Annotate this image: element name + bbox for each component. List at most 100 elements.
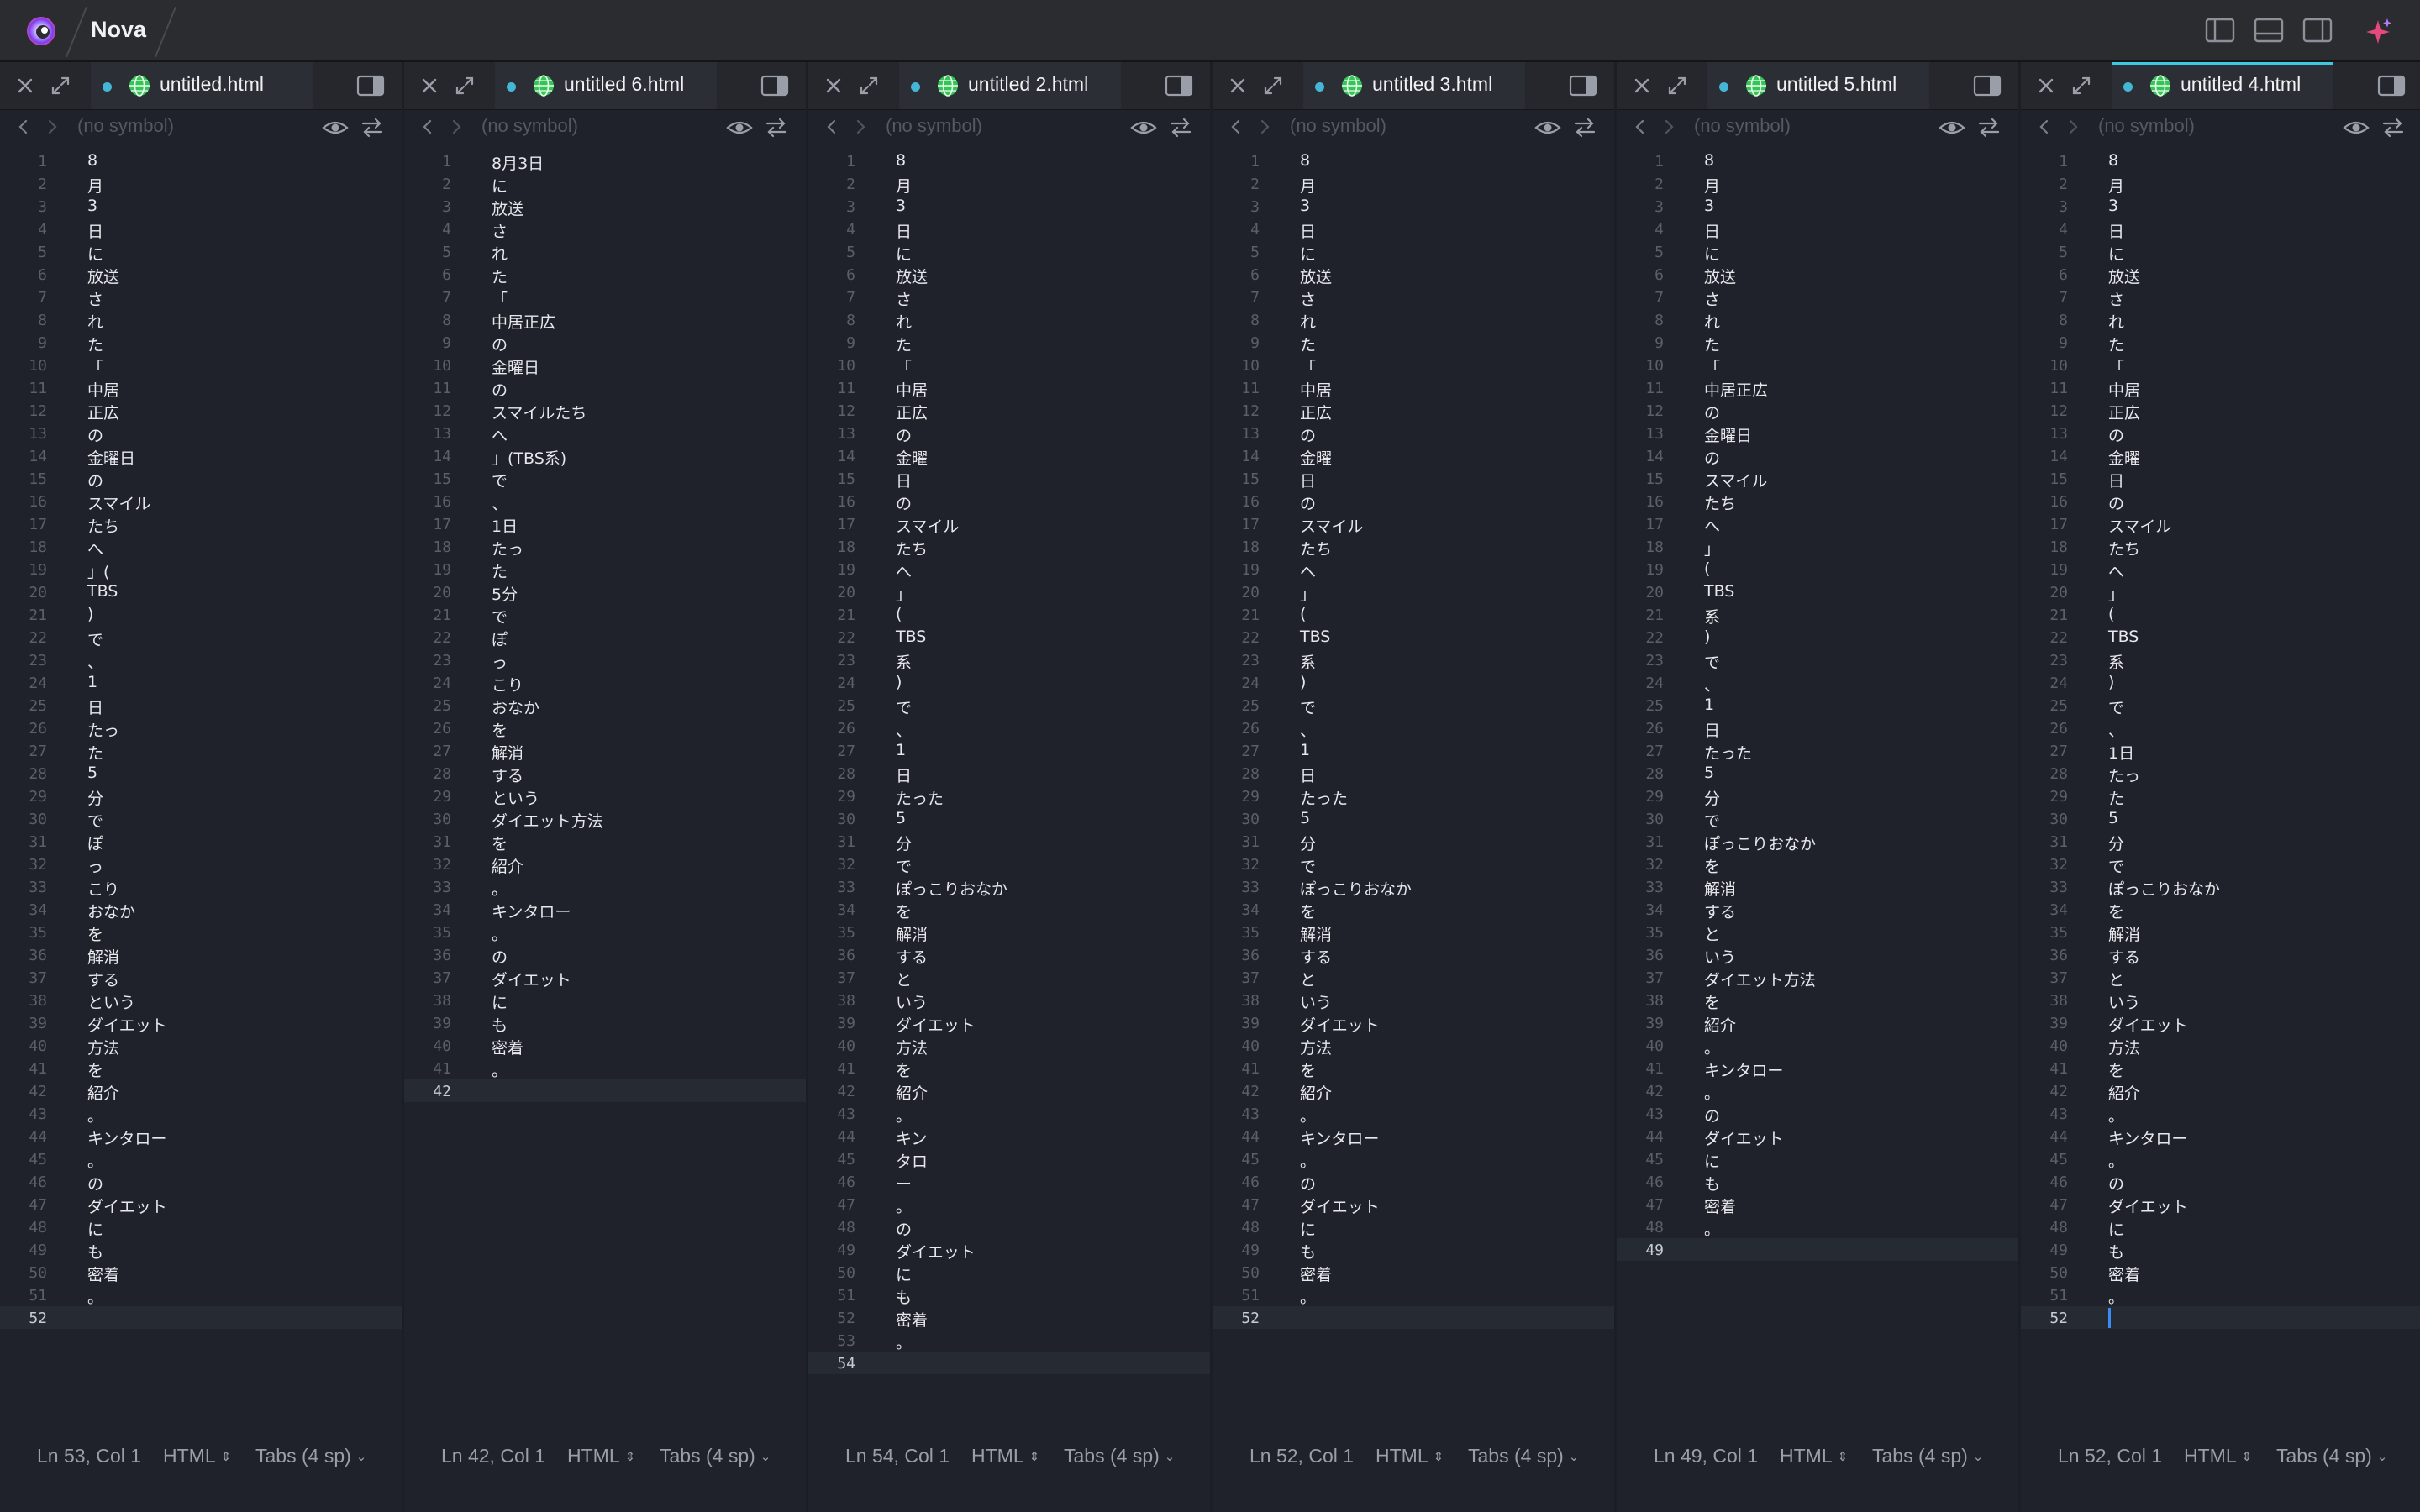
maximize-pane-icon[interactable] (2070, 74, 2093, 97)
code-line[interactable]: 10 「 (0, 354, 402, 377)
code-line[interactable]: 13 の (2021, 422, 2420, 445)
current-line[interactable]: 54 (808, 1352, 1210, 1374)
split-editor-icon[interactable] (1569, 74, 1597, 97)
code-line[interactable]: 29 たった (1213, 785, 1614, 808)
code-line[interactable]: 32 で (808, 853, 1210, 876)
code-line[interactable]: 45 。 (2021, 1147, 2420, 1171)
code-line[interactable]: 48 の (808, 1215, 1210, 1239)
cursor-position[interactable]: Ln 42, Col 1 (441, 1445, 546, 1467)
code-line[interactable]: 44 キンタロー (0, 1125, 402, 1148)
code-line[interactable]: 11 の (404, 376, 806, 400)
indentation-selector[interactable]: Tabs (4 sp) ⌄ (1064, 1445, 1175, 1467)
code-line[interactable]: 6 放送 (0, 263, 402, 286)
language-selector[interactable]: HTML ⇕ (567, 1445, 635, 1467)
code-line[interactable]: 51 も (808, 1284, 1210, 1307)
code-line[interactable]: 39 ダイエット (808, 1011, 1210, 1035)
swap-arrows-icon[interactable] (1572, 116, 1597, 139)
code-line[interactable]: 13 の (808, 422, 1210, 445)
code-line[interactable]: 27 た (0, 739, 402, 763)
tab-file[interactable]: untitled 6.html (495, 62, 717, 109)
code-line[interactable]: 18 」 (1617, 535, 2018, 559)
code-line[interactable]: 40 方法 (2021, 1034, 2420, 1058)
code-line[interactable]: 10 「 (1617, 354, 2018, 377)
code-line[interactable]: 32 っ (0, 853, 402, 876)
code-line[interactable]: 26 たっ (0, 717, 402, 740)
code-line[interactable]: 34 を (2021, 898, 2420, 921)
code-line[interactable]: 23 、 (0, 648, 402, 672)
preview-eye-icon[interactable] (725, 117, 754, 139)
back-chevron-icon[interactable] (823, 118, 840, 136)
code-line[interactable]: 40 密着 (404, 1034, 806, 1058)
code-line[interactable]: 16 の (1213, 490, 1614, 513)
forward-chevron-icon[interactable] (448, 118, 465, 136)
code-line[interactable]: 45 タロ (808, 1147, 1210, 1171)
code-line[interactable]: 18 たち (808, 535, 1210, 559)
code-line[interactable]: 47 ダイエット (2021, 1193, 2420, 1216)
code-line[interactable]: 38 いう (808, 989, 1210, 1012)
code-editor[interactable]: 1 8 2 月 3 3 4 日 5 に 6 放送 7 さ 8 れ 9 た 10 「11 中居正広 12 の 13 金曜日 14 の 1… (1617, 150, 2018, 1261)
code-line[interactable]: 50 密着 (2021, 1261, 2420, 1284)
code-line[interactable]: 26 、 (808, 717, 1210, 740)
forward-chevron-icon[interactable] (2065, 118, 2081, 136)
code-line[interactable]: 21 ( (2021, 603, 2420, 626)
code-line[interactable]: 24 1 (0, 671, 402, 694)
cursor-position[interactable]: Ln 49, Col 1 (1654, 1445, 1759, 1467)
code-line[interactable]: 19 へ (2021, 558, 2420, 581)
code-line[interactable]: 24) (1213, 671, 1614, 694)
code-line[interactable]: 27 1 (808, 739, 1210, 762)
code-line[interactable]: 33 ぽっこりおなか (808, 875, 1210, 899)
code-line[interactable]: 26 、 (1213, 717, 1614, 740)
code-line[interactable]: 30 5 (1213, 807, 1614, 830)
code-line[interactable]: 8 中居正広 (404, 308, 806, 332)
code-line[interactable]: 50 に (808, 1261, 1210, 1284)
code-editor[interactable]: 1 8 2 月 3 3 4 日 5 に 6 放送 7 さ 8 れ 9 た 10 「11 中居 12 正広 13 の 14 金曜 15 日… (808, 150, 1210, 1374)
swap-arrows-icon[interactable] (1976, 116, 2002, 139)
code-line[interactable]: 36 する (2021, 943, 2420, 967)
code-line[interactable]: 34 キンタロー (404, 898, 806, 921)
indentation-selector[interactable]: Tabs (4 sp) ⌄ (1468, 1445, 1579, 1467)
indentation-selector[interactable]: Tabs (4 sp) ⌄ (255, 1445, 366, 1467)
code-line[interactable]: 39 ダイエット (1213, 1011, 1614, 1035)
code-line[interactable]: 19 へ (808, 558, 1210, 581)
code-line[interactable]: 49 も (1213, 1238, 1614, 1262)
code-line[interactable]: 44 キン (808, 1125, 1210, 1148)
code-line[interactable]: 30 5 (2021, 807, 2420, 830)
code-line[interactable]: 43 。 (2021, 1102, 2420, 1126)
code-line[interactable]: 38 を (1617, 989, 2018, 1012)
code-line[interactable]: 13 金曜日 (1617, 422, 2018, 445)
indentation-selector[interactable]: Tabs (4 sp) ⌄ (660, 1445, 771, 1467)
code-line[interactable]: 13 へ (404, 422, 806, 445)
code-line[interactable]: 26 を (404, 717, 806, 740)
code-line[interactable]: 11 中居 (2021, 376, 2420, 400)
code-line[interactable]: 20 5分 (404, 580, 806, 604)
code-line[interactable]: 48 に (1213, 1215, 1614, 1239)
code-line[interactable]: 26 、 (2021, 717, 2420, 740)
forward-chevron-icon[interactable] (1660, 118, 1677, 136)
code-line[interactable]: 34 する (1617, 898, 2018, 921)
code-line[interactable]: 28 日 (1213, 762, 1614, 785)
code-line[interactable]: 49 も (0, 1238, 402, 1262)
code-line[interactable]: 20 TBS (0, 580, 402, 603)
code-line[interactable]: 15 日 (1213, 467, 1614, 491)
preview-eye-icon[interactable] (1938, 117, 1966, 139)
split-editor-icon[interactable] (356, 74, 385, 97)
code-line[interactable]: 38 に (404, 989, 806, 1012)
code-line[interactable]: 19 へ (1213, 558, 1614, 581)
code-line[interactable]: 15 日 (2021, 467, 2420, 491)
app-title[interactable]: Nova (91, 17, 147, 42)
code-line[interactable]: 47 ダイエット (1213, 1193, 1614, 1216)
back-chevron-icon[interactable] (1228, 118, 1244, 136)
code-line[interactable]: 37 ダイエット (404, 966, 806, 990)
swap-arrows-icon[interactable] (764, 116, 789, 139)
